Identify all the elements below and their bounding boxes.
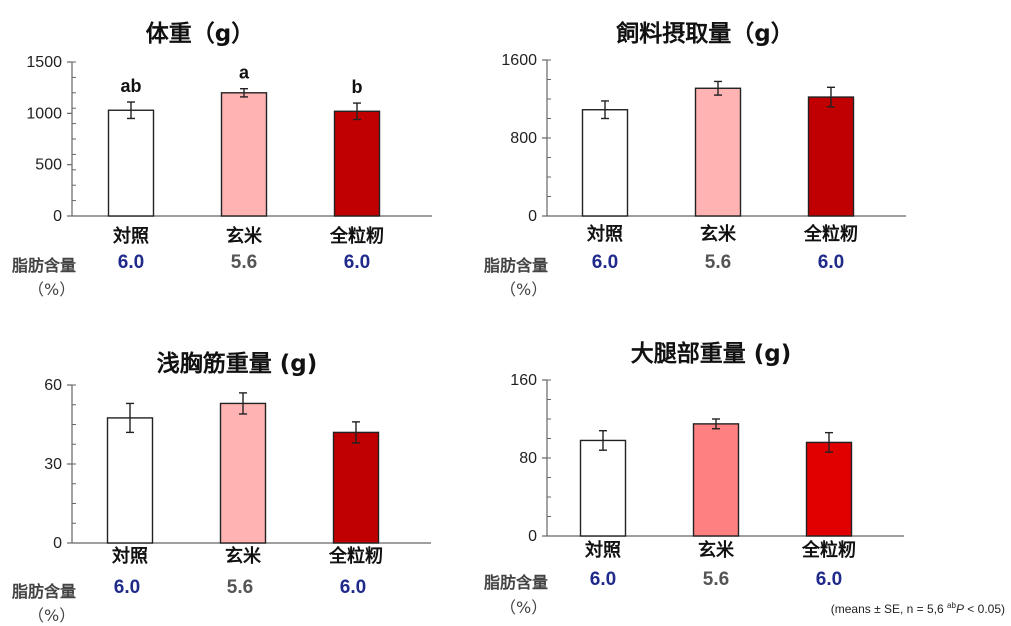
chart-title: 大腿部重量 (g) [630,341,792,367]
fat-label: 脂肪含量 [484,573,549,592]
fat-value-control: 6.0 [591,252,619,273]
category-label: 玄米 [700,223,737,245]
category-label: 全粒籾 [801,539,856,561]
significance-letter: b [352,77,363,97]
fat-unit: （%） [500,598,548,617]
significance-letter: a [239,63,250,83]
fat-value-control: 6.0 [113,577,141,598]
y-tick-label: 0 [53,535,62,552]
bar [107,109,155,217]
category-label: 対照 [112,225,149,247]
y-tick-label: 80 [519,450,537,467]
chart-title: 体重（g） [145,21,255,47]
category-label: 対照 [584,539,621,561]
fat-value-whole-paddy: 6.0 [815,569,843,590]
category-label: 対照 [586,223,623,245]
category-label: 玄米 [226,225,263,247]
fat-value-control: 6.0 [589,569,617,590]
fat-unit: （%） [500,280,548,299]
category-label: 全粒籾 [329,225,384,247]
y-tick-label: 0 [528,528,537,545]
fat-label: 脂肪含量 [484,256,549,275]
fat-label: 脂肪含量 [12,582,77,601]
fat-value-whole-paddy: 6.0 [343,252,371,273]
bar [692,423,740,537]
y-tick-label: 1500 [26,54,62,71]
category-label: 玄米 [225,545,262,567]
y-tick-label: 1000 [26,105,62,122]
chart-title: 浅胸筋重量 (g) [156,351,318,377]
fat-value-brown-rice: 5.6 [226,577,254,598]
category-label: 全粒籾 [803,223,858,245]
fat-label: 脂肪含量 [12,256,77,275]
bar [807,96,855,217]
bar [805,441,853,537]
fat-value-brown-rice: 5.6 [704,252,732,273]
fat-unit: （%） [28,280,76,299]
bar [220,92,268,217]
y-tick-label: 30 [44,456,62,473]
fat-value-control: 6.0 [117,252,145,273]
chart-title: 飼料摂取量（g） [616,21,794,47]
category-label: 全粒籾 [328,545,383,567]
fat-value-whole-paddy: 6.0 [817,252,845,273]
fat-value-brown-rice: 5.6 [230,252,258,273]
footnote: (means ± SE, n = 5,6 abP < 0.05) [830,601,1005,616]
bar [694,87,742,217]
y-tick-label: 0 [528,208,537,225]
bar [333,110,381,217]
y-tick-label: 800 [510,130,537,147]
category-label: 対照 [111,545,148,567]
bar [579,439,627,537]
fat-value-brown-rice: 5.6 [702,569,730,590]
y-tick-label: 500 [35,157,62,174]
category-label: 玄米 [698,539,735,561]
y-tick-label: 1600 [501,52,537,69]
y-tick-label: 60 [44,377,62,394]
y-tick-label: 160 [510,372,537,389]
y-tick-label: 0 [53,208,62,225]
fat-value-whole-paddy: 6.0 [339,577,367,598]
significance-letter: ab [120,76,141,96]
